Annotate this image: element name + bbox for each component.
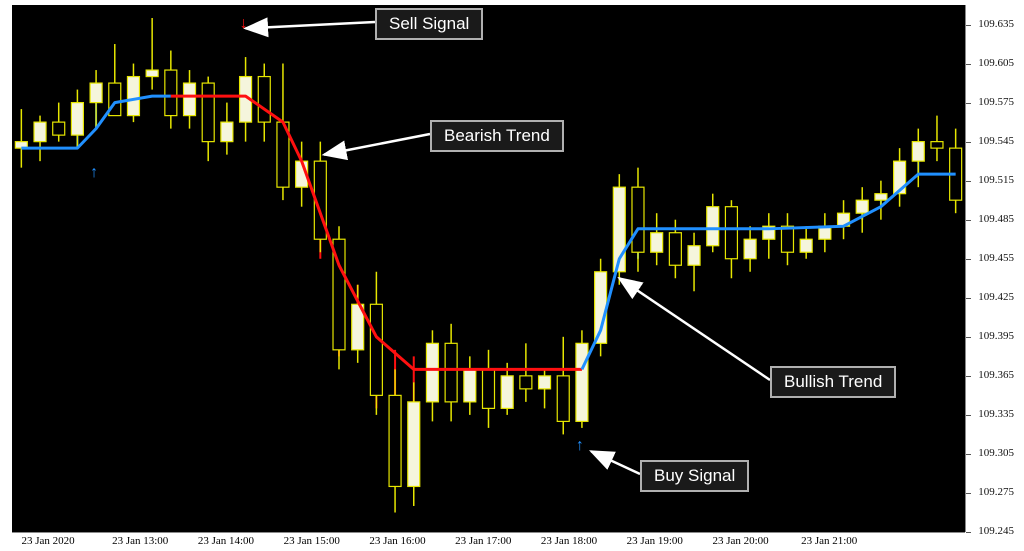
x-axis-label: 23 Jan 19:00 [627, 535, 683, 547]
x-axis-label: 23 Jan 14:00 [198, 535, 254, 547]
y-axis-label: 109.245 [978, 525, 1014, 537]
buy-signal-icon: ↑ [576, 437, 584, 455]
y-axis-label: 109.305 [978, 447, 1014, 459]
x-axis-label: 23 Jan 16:00 [369, 535, 425, 547]
annotation-sell_signal: Sell Signal [375, 8, 483, 40]
y-axis-label: 109.575 [978, 96, 1014, 108]
x-axis-label: 23 Jan 15:00 [284, 535, 340, 547]
x-axis-label: 23 Jan 2020 [22, 535, 75, 547]
y-axis-label: 109.635 [978, 18, 1014, 30]
x-axis-label: 23 Jan 21:00 [801, 535, 857, 547]
annotation-bearish_trend: Bearish Trend [430, 120, 564, 152]
y-axis-label: 109.335 [978, 408, 1014, 420]
y-axis-label: 109.455 [978, 252, 1014, 264]
y-axis-label: 109.425 [978, 291, 1014, 303]
trading-chart: 109.245 109.275 109.305 109.335 109.365 109.3… [0, 0, 1024, 551]
y-axis-label: 109.605 [978, 57, 1014, 69]
annotation-bullish_trend: Bullish Trend [770, 366, 896, 398]
buy-signal-icon: ↑ [90, 164, 98, 182]
chart-plot-area [12, 5, 965, 532]
y-axis-label: 109.395 [978, 330, 1014, 342]
y-axis-label: 109.365 [978, 369, 1014, 381]
x-axis: 23 Jan 2020 23 Jan 13:00 23 Jan 14:00 23 Ja… [12, 532, 965, 548]
annotation-buy_signal: Buy Signal [640, 460, 749, 492]
x-axis-label: 23 Jan 20:00 [712, 535, 768, 547]
y-axis: 109.245109.275109.305109.335109.365109.3… [965, 5, 1017, 532]
x-axis-label: 23 Jan 18:00 [541, 535, 597, 547]
y-axis-label: 109.515 [978, 174, 1014, 186]
x-axis-label: 23 Jan 17:00 [455, 535, 511, 547]
sell-signal-icon: ↓ [240, 15, 248, 33]
y-axis-label: 109.275 [978, 486, 1014, 498]
y-axis-label: 109.485 [978, 213, 1014, 225]
y-axis-label: 109.545 [978, 135, 1014, 147]
x-axis-label: 23 Jan 13:00 [112, 535, 168, 547]
